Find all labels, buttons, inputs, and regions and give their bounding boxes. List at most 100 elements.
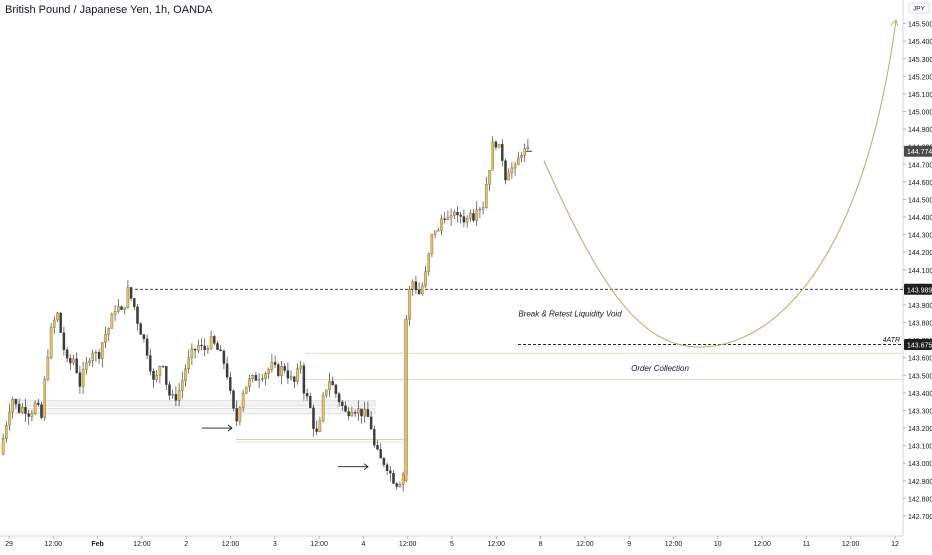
candle-body: [213, 336, 216, 344]
candle: [241, 389, 245, 413]
y-tick-label: 143.000: [908, 461, 932, 468]
candle: [513, 161, 517, 176]
candle-body: [72, 358, 75, 364]
price-label-box: [904, 338, 932, 350]
candle-body: [357, 408, 360, 414]
candle: [257, 373, 261, 389]
candle-body: [366, 409, 370, 417]
candle: [123, 307, 126, 315]
candle: [110, 312, 114, 329]
candle: [289, 370, 293, 381]
y-tick-label: 143.400: [908, 391, 932, 398]
candle: [363, 401, 366, 423]
candle-body: [21, 407, 24, 413]
candle: [254, 371, 258, 381]
candle: [136, 304, 139, 331]
candle: [414, 276, 418, 294]
candle: [238, 406, 242, 426]
candle: [168, 381, 171, 401]
candle: [427, 252, 430, 276]
candle-body: [235, 408, 238, 422]
candle: [459, 211, 462, 224]
candle-body: [481, 207, 485, 210]
candle: [171, 389, 174, 400]
candle: [40, 401, 43, 420]
candle-body: [17, 403, 21, 413]
candle: [449, 208, 453, 226]
candle-body: [520, 154, 523, 159]
candle: [24, 398, 27, 423]
candle: [433, 230, 437, 239]
arrow-head: [227, 424, 233, 432]
y-tick-label: 144.300: [908, 233, 932, 240]
candle: [389, 466, 392, 482]
candle-body: [504, 160, 507, 181]
candle: [341, 400, 344, 411]
candle: [94, 349, 98, 362]
candle-body: [222, 350, 226, 364]
candle: [478, 207, 482, 219]
candle: [334, 383, 338, 399]
candle: [62, 326, 66, 356]
candle-body: [331, 381, 334, 386]
x-tick-label: 10: [714, 541, 722, 548]
candle: [494, 140, 498, 150]
arrow-right-1: [202, 424, 233, 432]
candle: [37, 399, 40, 407]
candle-body: [267, 369, 270, 374]
candle-body: [49, 327, 53, 358]
x-tick-label: 12:00: [842, 541, 860, 548]
candle: [107, 327, 110, 342]
candle: [446, 210, 450, 221]
y-tick-label: 143.800: [908, 321, 932, 328]
candle-body: [171, 394, 174, 396]
candle-body: [113, 311, 117, 315]
candle: [14, 398, 18, 409]
candle: [277, 362, 280, 377]
x-tick-label: 12:00: [222, 541, 240, 548]
y-tick-label: 142.900: [908, 479, 932, 486]
candle-body: [56, 312, 59, 321]
candle-body: [501, 143, 504, 161]
x-tick-label: Feb: [91, 541, 103, 548]
candle-body: [145, 338, 149, 356]
y-tick-label: 145.100: [908, 92, 932, 99]
candle: [523, 143, 526, 162]
y-tick-label: 145.300: [908, 57, 932, 64]
candle-body: [133, 298, 136, 307]
y-tick-label: 143.900: [908, 303, 932, 310]
y-tick-label: 142.700: [908, 514, 932, 521]
candle: [376, 439, 379, 451]
candle: [337, 391, 341, 407]
candle: [232, 389, 235, 412]
candle: [417, 282, 421, 295]
x-tick-label: 12:00: [488, 541, 506, 548]
x-tick-label: 12:00: [45, 541, 63, 548]
candle-body: [155, 375, 158, 380]
candle: [475, 201, 478, 226]
candle: [501, 139, 504, 167]
candle-body: [174, 394, 178, 401]
y-tick-label: 143.500: [908, 373, 932, 380]
y-tick-label: 144.100: [908, 268, 932, 275]
candle-body: [341, 401, 344, 406]
y-tick-label: 142.800: [908, 496, 932, 503]
x-tick-label: 8: [539, 541, 543, 548]
liquidity-zone-2: [9, 408, 376, 415]
x-tick-label: 12: [891, 541, 899, 548]
candle: [302, 362, 306, 401]
candle: [379, 443, 382, 459]
candle-body: [203, 345, 206, 350]
x-tick-label: 12:00: [310, 541, 328, 548]
candle-body: [216, 343, 219, 350]
candle: [11, 396, 14, 419]
candle-body: [139, 323, 142, 335]
candle-body: [296, 368, 299, 382]
candle-body: [273, 362, 277, 365]
candle-body: [8, 411, 11, 426]
candle-body: [152, 371, 155, 380]
candle-body: [187, 357, 190, 370]
candle-body: [181, 380, 184, 391]
candle: [321, 392, 325, 423]
